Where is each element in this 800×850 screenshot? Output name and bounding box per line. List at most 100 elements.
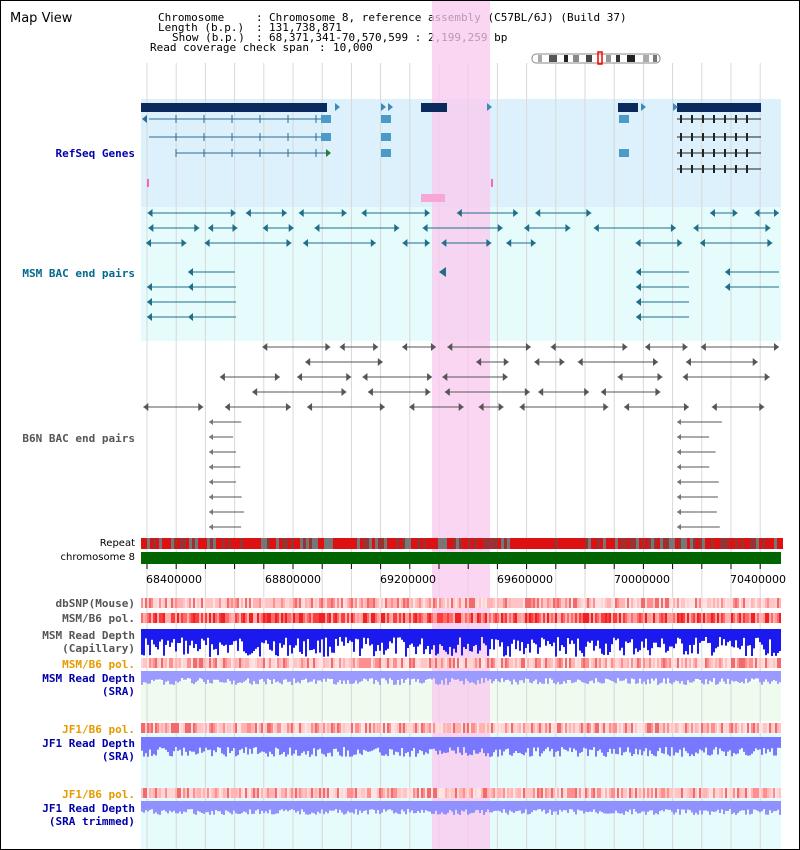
read-depth-bar	[543, 629, 545, 640]
bac-end-marker	[402, 343, 408, 351]
heat-cell	[361, 658, 363, 668]
read-depth-bar	[373, 629, 375, 657]
heat-cell	[235, 788, 237, 798]
read-depth-bar	[353, 801, 355, 814]
repeat-segment	[561, 538, 564, 549]
read-depth-bar	[689, 629, 691, 645]
heat-cell	[343, 658, 345, 668]
heat-cell	[277, 658, 279, 668]
heat-cell	[471, 788, 473, 798]
heat-cell	[291, 598, 293, 608]
heat-cell	[675, 613, 677, 623]
heat-cell	[531, 658, 533, 668]
heat-cell	[755, 723, 757, 733]
heat-cell	[711, 788, 713, 798]
read-depth-bar	[757, 737, 759, 751]
read-depth-bar	[167, 737, 169, 753]
heat-cell	[255, 613, 257, 623]
heat-cell	[701, 613, 703, 623]
read-depth-bar	[713, 737, 715, 750]
read-depth-bar	[313, 671, 315, 680]
repeat-segment	[312, 538, 315, 549]
read-depth-bar	[315, 671, 317, 684]
read-depth-bar	[301, 671, 303, 681]
read-depth-bar	[377, 737, 379, 748]
track-label-msm-bac: MSM BAC end pairs	[22, 267, 135, 280]
repeat-segment	[162, 538, 165, 549]
repeat-segment	[723, 538, 726, 549]
heat-cell	[569, 613, 571, 623]
read-depth-bar	[389, 671, 391, 679]
read-depth-bar	[291, 801, 293, 810]
read-depth-bar	[659, 801, 661, 812]
read-depth-bar	[505, 629, 507, 656]
read-depth-bar	[277, 671, 279, 682]
read-depth-bar	[779, 671, 781, 683]
heat-cell	[311, 613, 313, 623]
bac-end-marker	[550, 343, 556, 351]
read-depth-bar	[553, 737, 555, 757]
heat-cell	[423, 723, 425, 733]
read-depth-bar	[349, 629, 351, 641]
read-depth-bar	[431, 671, 433, 680]
read-depth-bar	[145, 801, 147, 811]
read-depth-bar	[323, 737, 325, 755]
heat-cell	[149, 598, 151, 608]
heat-cell	[741, 723, 743, 733]
read-depth-bar	[257, 801, 259, 810]
read-depth-bar	[211, 629, 213, 645]
heat-cell	[505, 723, 507, 733]
bac-end-marker	[657, 373, 663, 381]
read-depth-bar	[185, 629, 187, 641]
read-depth-bar	[525, 671, 527, 679]
bac-end-marker	[286, 239, 292, 247]
read-depth-bar	[477, 737, 479, 754]
repeat-segment	[258, 538, 261, 549]
ideogram-position-marker	[597, 51, 603, 65]
heat-cell	[145, 598, 147, 608]
bac-end-marker	[636, 283, 641, 291]
heat-cell	[653, 788, 655, 798]
heat-cell	[763, 723, 765, 733]
heat-cell	[681, 598, 683, 608]
read-depth-bar	[513, 737, 515, 753]
bac-end-marker	[224, 403, 230, 411]
read-depth-bar	[747, 801, 749, 810]
heat-cell	[357, 613, 359, 623]
heat-cell	[709, 658, 711, 668]
read-depth-bar	[751, 629, 753, 657]
heat-cell	[193, 788, 195, 798]
heat-cell	[523, 613, 525, 623]
repeat-segment	[681, 538, 684, 549]
heat-cell	[191, 723, 193, 733]
heat-cell	[537, 613, 539, 623]
read-depth-bar	[503, 671, 505, 682]
heat-cell	[159, 598, 161, 608]
heat-cell	[683, 613, 685, 623]
repeat-segment	[570, 538, 573, 549]
heat-cell	[345, 723, 347, 733]
read-depth-bar	[379, 801, 381, 815]
heat-cell	[313, 598, 315, 608]
heat-cell	[301, 658, 303, 668]
heat-cell	[777, 788, 779, 798]
read-depth-bar	[295, 629, 297, 646]
read-depth-bar	[569, 671, 571, 681]
heat-cell	[457, 658, 459, 668]
read-depth-bar	[513, 629, 515, 640]
read-depth-bar	[307, 801, 309, 815]
read-depth-bar	[739, 801, 741, 812]
repeat-segment	[222, 538, 225, 549]
read-depth-bar	[633, 737, 635, 755]
heat-cell	[569, 598, 571, 608]
read-depth-bar	[393, 629, 395, 638]
repeat-segment	[636, 538, 639, 549]
heat-cell	[511, 658, 513, 668]
read-depth-bar	[571, 671, 573, 684]
heat-cell	[371, 723, 373, 733]
heat-cell	[367, 613, 369, 623]
heat-cell	[761, 598, 763, 608]
read-depth-bar	[515, 671, 517, 683]
read-depth-bar	[581, 801, 583, 811]
